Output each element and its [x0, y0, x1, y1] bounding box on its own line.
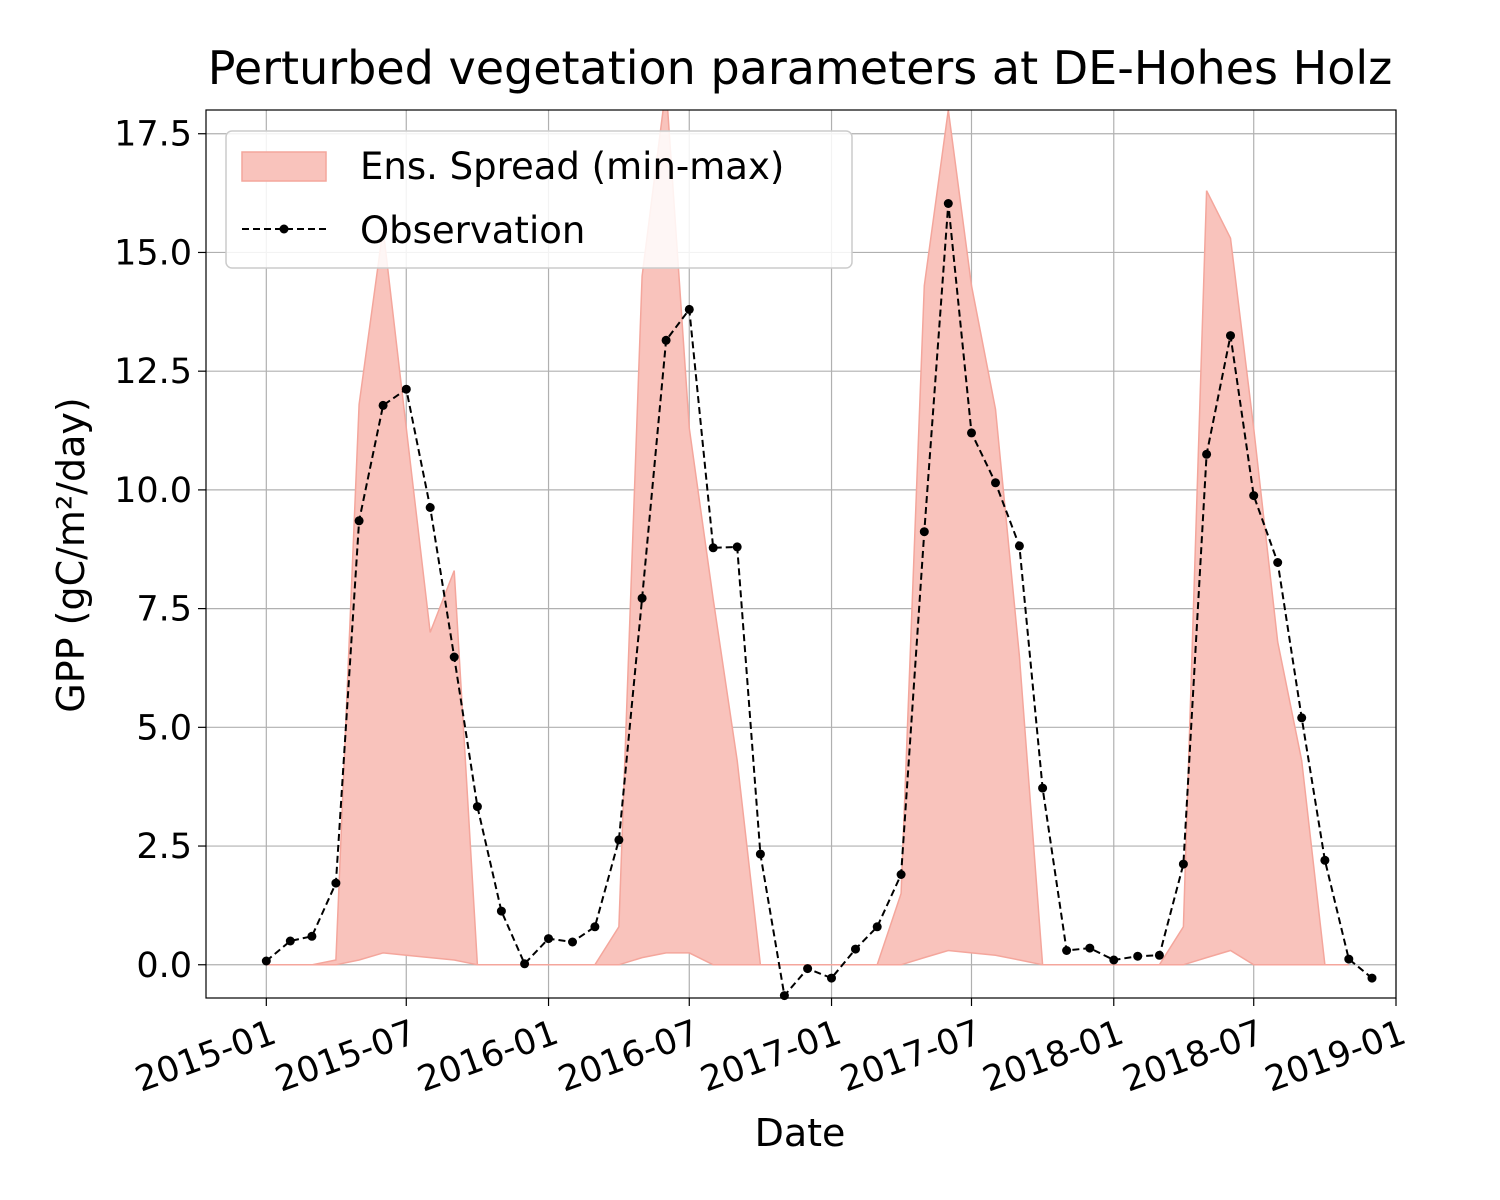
observation-point: [472, 802, 482, 812]
observation-point: [496, 906, 506, 916]
observation-point: [637, 593, 647, 603]
x-tick-label: 2016-01: [413, 1013, 564, 1101]
y-tick-label: 5.0: [136, 708, 192, 748]
observation-point: [1085, 943, 1095, 953]
legend: Ens. Spread (min-max) Observation: [225, 130, 853, 269]
observation-point: [261, 956, 271, 966]
observation-point: [307, 931, 317, 941]
observation-point: [1273, 558, 1283, 567]
x-tick-label: 2017-01: [696, 1013, 847, 1101]
y-tick-label: 17.5: [114, 115, 192, 155]
observation-point: [1344, 954, 1354, 964]
plot-frame: [205, 109, 1397, 999]
observation-point: [991, 478, 1000, 488]
observation-point: [614, 835, 624, 845]
y-tick-label: 10.0: [114, 471, 192, 511]
observation-point: [684, 304, 694, 314]
chart-title: Perturbed vegetation parameters at DE-Ho…: [208, 41, 1393, 95]
x-axis-ticks: 2015-012015-072016-012016-072017-012017-…: [130, 998, 1411, 1100]
observation-point: [1367, 973, 1377, 983]
observation-point: [449, 652, 459, 662]
observation-point: [1133, 951, 1143, 961]
observation-point: [851, 944, 860, 954]
observation-point: [872, 922, 882, 932]
ens-spread-band-layer: [266, 110, 1349, 966]
x-tick-label: 2018-01: [978, 1013, 1129, 1101]
observation-point: [590, 922, 600, 932]
observation-point: [1014, 541, 1024, 551]
observation-point: [661, 335, 671, 345]
legend-label-spread: Ens. Spread (min-max): [360, 145, 784, 188]
observation-point: [1320, 855, 1330, 865]
observation-point: [967, 428, 976, 438]
observation-point: [285, 936, 295, 946]
observation-point: [1202, 449, 1212, 459]
observation-point: [779, 991, 789, 1001]
y-tick-label: 2.5: [136, 827, 192, 867]
y-tick-label: 7.5: [136, 590, 192, 630]
observation-line: [265, 203, 1373, 998]
observation-point: [919, 527, 929, 537]
x-tick-label: 2015-07: [270, 1013, 421, 1101]
observation-point: [943, 199, 953, 208]
y-tick-label: 0.0: [136, 946, 192, 986]
observation-point: [1062, 946, 1072, 955]
legend-label-observation: Observation: [360, 209, 585, 252]
observation-point: [401, 384, 411, 394]
observation-point: [331, 878, 341, 888]
observation-point: [568, 937, 577, 947]
observation-point: [1109, 955, 1119, 965]
x-tick-label: 2016-07: [553, 1013, 704, 1101]
x-tick-label: 2018-07: [1118, 1013, 1269, 1101]
observation-point: [708, 543, 718, 553]
observation-point: [1178, 859, 1188, 869]
observation-point: [520, 959, 530, 969]
ens-spread-band: [266, 110, 1349, 966]
observation-point: [755, 849, 765, 859]
observation-point: [544, 934, 553, 944]
observation-point: [803, 964, 813, 974]
observation-point: [1297, 713, 1307, 723]
legend-swatch-spread: [241, 151, 327, 182]
x-tick-label: 2019-01: [1260, 1013, 1411, 1101]
y-axis-label: GPP (gC/m²/day): [49, 397, 93, 712]
y-tick-label: 15.0: [114, 233, 192, 273]
y-axis-ticks: 0.0 2.5 5.0 7.5 10.0 12.5 15.0 17.5: [114, 115, 206, 986]
x-tick-label: 2015-01: [130, 1013, 281, 1101]
observation-point: [896, 870, 906, 879]
observation-point: [1249, 491, 1259, 501]
observation-point: [354, 516, 364, 526]
legend-marker-observation: [279, 224, 289, 234]
x-tick-label: 2017-07: [835, 1013, 986, 1101]
observation-point: [425, 503, 435, 512]
observation-point: [827, 973, 836, 983]
observation-point: [732, 542, 742, 552]
observation-point: [1154, 950, 1164, 960]
y-tick-label: 12.5: [114, 352, 192, 392]
observation-point: [1226, 331, 1235, 341]
x-axis-label: Date: [755, 1111, 846, 1155]
observation-layer: [261, 199, 1377, 1001]
legend-box: [225, 130, 853, 269]
observation-point: [378, 400, 388, 410]
observation-point: [1038, 783, 1048, 793]
